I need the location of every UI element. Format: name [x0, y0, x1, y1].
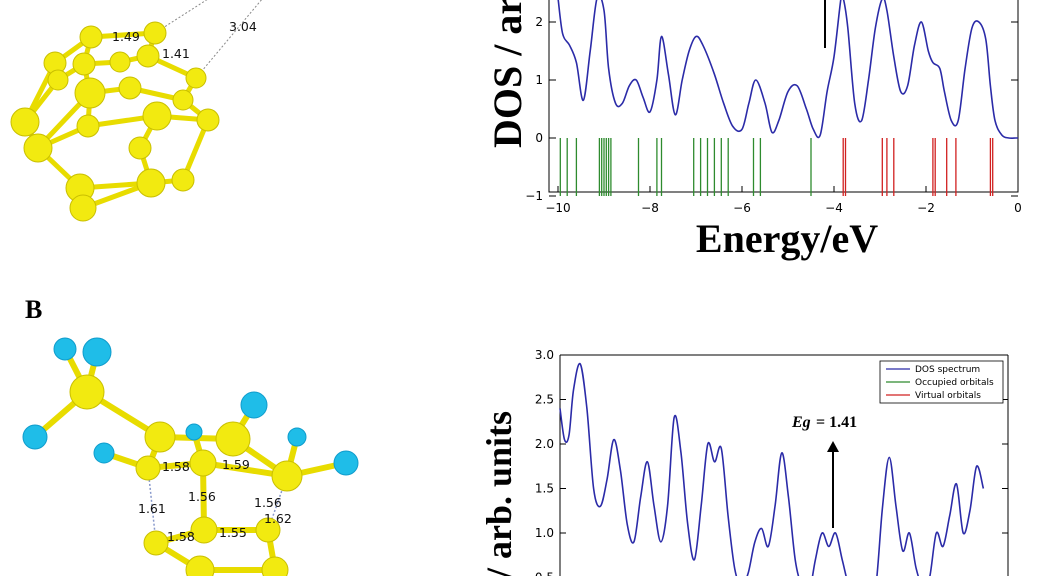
x-tick-label: 0: [1014, 201, 1022, 215]
y-tick-label: 2.0: [535, 437, 554, 451]
bond-length-label: 1.59: [222, 457, 250, 472]
gap-label: Eg: [791, 414, 811, 431]
y-axis-label: DOS / ar: [485, 0, 530, 148]
y-tick-label: 3.0: [535, 348, 554, 362]
x-tick-label: −10: [545, 201, 570, 215]
molecule-a: 1.49 1.41 3.04: [10, 0, 262, 222]
legend-label: Virtual orbitals: [915, 391, 981, 401]
dos-curve: [559, 362, 985, 576]
panel-label-b: B: [25, 295, 42, 324]
gap-value: = 1.41: [816, 414, 857, 431]
x-tick-label: −2: [917, 201, 935, 215]
fluorine-atoms: [22, 337, 359, 476]
molecule-b: 1.58 1.59 1.56 1.56 1.61 1.62 1.58 1.55: [22, 337, 359, 576]
dashed-distance: [147, 467, 157, 544]
legend-label: Occupied orbitals: [915, 378, 994, 388]
arrow-head-icon: [827, 441, 839, 452]
y-tick-label: 1.0: [535, 526, 554, 540]
y-axis-label: / arb. units: [479, 411, 519, 576]
bond-length-label: 3.04: [229, 19, 257, 34]
x-axis: −10 −8 −6 −4 −2 0: [545, 186, 1022, 215]
y-tick-label: 0: [535, 131, 543, 145]
carbon-atoms: [69, 374, 303, 576]
x-tick-label: −8: [641, 201, 659, 215]
bond-length-label: 1.49: [112, 29, 140, 44]
y-tick-label: 0.5: [535, 571, 554, 576]
plot-frame: [548, 0, 1019, 193]
bond-length-label: 1.56: [188, 489, 216, 504]
dos-chart-b: 0.5 1.0 1.5 2.0 2.5 3.0 / arb. units Eg = 1.4…: [479, 348, 1009, 576]
x-tick-label: −6: [733, 201, 751, 215]
y-tick-label: 1.5: [535, 482, 554, 496]
bond-length-label: 1.56: [254, 495, 282, 510]
bond-length-label: 1.41: [162, 46, 190, 61]
x-axis-label: Energy/eV: [696, 216, 878, 261]
bond-length-label: 1.58: [167, 529, 195, 544]
virtual-orbital-lines: [842, 138, 994, 196]
y-tick-label: 2: [535, 15, 543, 29]
carbon-atoms: [10, 21, 220, 222]
x-tick-label: −4: [825, 201, 843, 215]
legend-label: DOS spectrum: [915, 365, 980, 375]
bond-length-label: 1.62: [264, 511, 292, 526]
y-tick-label: 2.5: [535, 393, 554, 407]
bond-length-label: 1.61: [138, 501, 166, 516]
dashed-distance: [154, 0, 208, 34]
bond-length-label: 1.58: [162, 459, 190, 474]
y-tick-label: 1: [535, 73, 543, 87]
dashed-distance: [195, 0, 262, 79]
dos-curve: [557, 0, 1018, 140]
y-axis: 0.5 1.0 1.5 2.0 2.5 3.0: [535, 348, 1008, 576]
y-tick-label: −1: [525, 189, 543, 203]
y-axis: −1 0 1 2: [525, 15, 1018, 203]
occupied-orbital-lines: [559, 138, 812, 196]
bond-length-label: 1.55: [219, 525, 247, 540]
legend: DOS spectrum Occupied orbitals Virtual o…: [879, 360, 1004, 404]
gap-annotation: Eg = 1.41: [791, 414, 857, 528]
